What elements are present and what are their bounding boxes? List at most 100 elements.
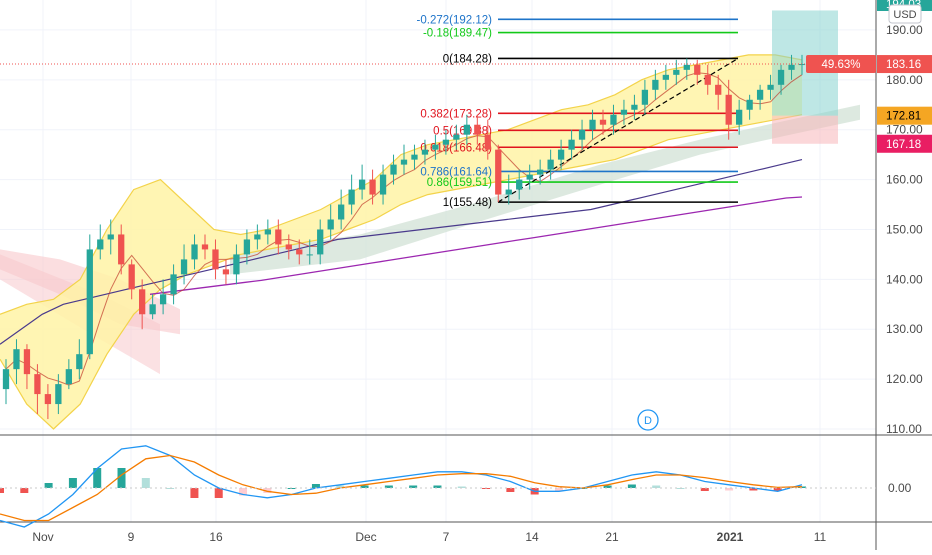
candle-body: [631, 104, 638, 110]
time-axis[interactable]: Nov 9 16 Dec 7 14 21 2021 11: [32, 530, 826, 544]
candle-body: [317, 229, 324, 255]
candle-body: [149, 304, 156, 315]
candle-body: [390, 164, 397, 175]
candle-body: [139, 289, 146, 315]
macd-histogram-bar: [627, 484, 636, 488]
candle-body: [798, 64, 806, 66]
price-tick-label: 190.00: [886, 23, 923, 37]
time-tick-label: 2021: [717, 530, 744, 544]
bollinger-lower: [0, 114, 803, 430]
fib-level-label: -0.18(189.47): [423, 28, 492, 40]
fib-level-label: 0(184.28): [443, 53, 492, 65]
price-tick-label: 150.00: [886, 222, 923, 236]
macd-histogram-bar: [603, 485, 612, 488]
price-tick-label: 140.00: [886, 272, 923, 286]
macd-histogram-bar: [0, 488, 4, 493]
candle-body: [694, 64, 701, 75]
candle-body: [557, 149, 565, 160]
time-tick-label: Dec: [355, 530, 376, 544]
candle-body: [400, 159, 408, 165]
candle-body: [233, 254, 240, 275]
candle-body: [327, 219, 334, 230]
candle-body: [537, 169, 544, 175]
macd-histogram-bar: [457, 486, 466, 488]
price-tick-label: 180.00: [886, 73, 923, 87]
macd-histogram-bar: [44, 483, 53, 488]
candle-body: [23, 349, 31, 375]
macd-histogram-bar: [384, 485, 393, 488]
candle-body: [107, 234, 114, 240]
last-price-tag: [877, 55, 932, 74]
candle-body: [180, 259, 188, 275]
ema-short-line: [5, 72, 803, 386]
candle-body: [568, 139, 575, 150]
bollinger-fill: [0, 54, 802, 430]
candle-body: [369, 179, 376, 195]
currency-button: [888, 4, 922, 24]
candle-body: [348, 189, 355, 205]
candle-body: [411, 154, 418, 160]
candle-body: [652, 79, 659, 90]
time-tick-label: 9: [128, 530, 135, 544]
time-tick-label: Nov: [32, 530, 53, 544]
candle-body: [285, 244, 292, 250]
candle-body: [170, 274, 177, 295]
macd-line: [0, 445, 803, 528]
price-tag-label: 167.18: [886, 139, 921, 151]
candle-body: [641, 89, 649, 105]
candle-body: [118, 234, 125, 265]
candle-body: [662, 74, 669, 80]
candle-body: [2, 369, 10, 390]
candle-body: [599, 119, 607, 125]
candlesticks: [2, 54, 806, 420]
price-tag: [877, 134, 932, 153]
macd-histogram-bar: [409, 485, 418, 488]
macd-histogram-bar: [725, 488, 734, 491]
price-tick-label: 110.00: [886, 422, 922, 436]
macd-histogram-bar: [190, 488, 199, 498]
candle-body: [725, 94, 732, 125]
fib-trend-line: [497, 57, 739, 203]
time-tick-label: 7: [443, 530, 450, 544]
candle-body: [578, 129, 586, 140]
candle-body: [191, 244, 198, 260]
candle-body: [788, 64, 795, 70]
macd-histogram-bar: [360, 485, 369, 488]
price-tick-label: 170.00: [886, 123, 923, 137]
candle-body: [495, 149, 502, 195]
sma-long-line: [149, 196, 803, 295]
candle-body: [777, 69, 785, 85]
fib-level-label: 0.5(169.88): [433, 125, 492, 137]
candle-body: [673, 69, 680, 75]
candle-body: [296, 249, 303, 255]
macd-histogram-bar: [93, 468, 102, 488]
event-markers[interactable]: D: [637, 409, 659, 431]
time-tick-label: 11: [814, 530, 827, 544]
candle-body: [683, 64, 690, 70]
candle-body: [736, 109, 743, 125]
candle-body: [379, 174, 387, 195]
candle-body: [463, 124, 470, 135]
time-tick-label: 14: [525, 530, 539, 544]
candle-body: [516, 179, 523, 190]
time-tick-label: 21: [605, 530, 619, 544]
candle-body: [243, 239, 251, 255]
macd-histogram-bar: [700, 488, 709, 491]
candle-body: [306, 254, 313, 256]
dividend-event-marker: [637, 409, 659, 431]
macd-histogram-bar: [433, 485, 442, 488]
fib-level-label: 0.382(173.28): [420, 108, 492, 120]
candle-body: [421, 149, 429, 155]
candle-body: [453, 134, 460, 140]
candle-body: [222, 269, 230, 275]
candle-body: [97, 239, 104, 250]
candle-body: [76, 354, 83, 370]
macd-histogram-bar: [554, 488, 563, 492]
candle-body: [589, 119, 596, 130]
price-tag-label: 172.81: [886, 111, 921, 123]
price-axis[interactable]: 190.00 180.00 170.00 160.00 150.00 140.00 130.…: [877, 0, 932, 436]
macd-histogram-bar: [239, 488, 248, 496]
macd-histogram-bar: [506, 488, 515, 492]
